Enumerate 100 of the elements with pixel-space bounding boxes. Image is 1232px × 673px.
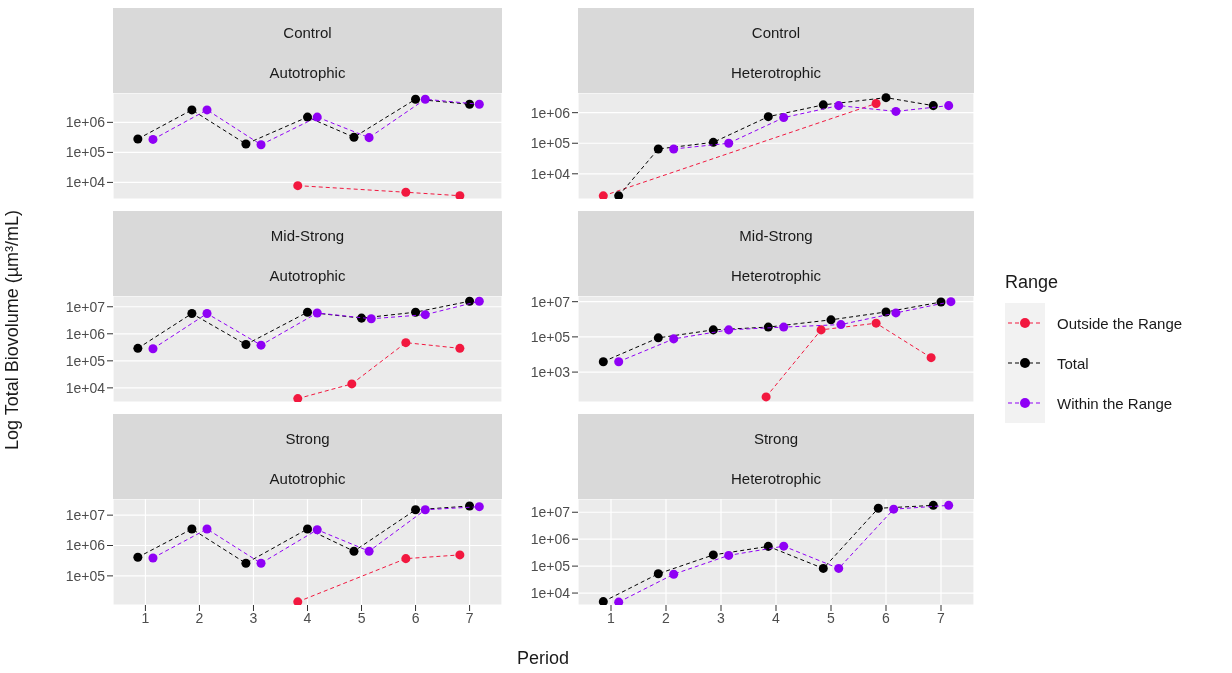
chart-subtitle: Autotrophic: [268, 470, 347, 487]
point: [302, 307, 313, 317]
point: [763, 541, 773, 551]
chart-subtitle: Heterotrophic: [729, 64, 822, 81]
point: [148, 553, 158, 563]
y-tick-label: 1e+05: [530, 558, 571, 575]
point: [455, 343, 465, 353]
y-tick-label: 1e+07: [530, 293, 571, 310]
chart-title: Strong: [752, 430, 800, 447]
point: [669, 569, 679, 579]
point: [653, 144, 663, 154]
point: [401, 554, 411, 564]
point: [669, 144, 679, 154]
point: [779, 322, 789, 332]
y-tick-label: 1e+07: [65, 298, 106, 315]
point: [818, 100, 828, 110]
y-tick-label: 1e+06: [530, 104, 571, 121]
point: [202, 309, 212, 319]
point: [293, 181, 303, 191]
point: [653, 333, 663, 343]
x-tick-label: 7: [937, 609, 946, 626]
point: [293, 597, 303, 605]
point: [256, 140, 266, 150]
point: [763, 112, 773, 122]
x-tick-label: 2: [662, 609, 671, 626]
point: [944, 500, 954, 510]
chart-title: Control: [750, 24, 802, 41]
point: [401, 338, 411, 348]
x-tick-label: 1: [607, 609, 616, 626]
point: [614, 597, 624, 605]
point: [148, 134, 158, 144]
point: [312, 525, 322, 535]
point: [598, 597, 608, 605]
y-tick-label: 1e+06: [65, 114, 106, 131]
chart-subtitle: Heterotrophic: [729, 470, 822, 487]
point: [411, 94, 421, 104]
point: [202, 524, 212, 534]
x-tick-label: 2: [195, 609, 204, 626]
point: [891, 106, 901, 116]
point: [891, 308, 901, 318]
point: [724, 325, 734, 335]
chart-subtitle: Heterotrophic: [729, 267, 822, 284]
point: [889, 504, 899, 514]
point: [834, 563, 844, 573]
x-tick-label: 5: [827, 609, 836, 626]
y-tick-label: 1e+04: [65, 174, 106, 191]
point: [133, 134, 143, 144]
chart-title: Mid-Strong: [269, 227, 346, 244]
point: [669, 334, 679, 344]
y-tick-label: 1e+04: [530, 585, 571, 602]
point: [836, 320, 846, 330]
point: [256, 558, 266, 568]
point: [364, 133, 374, 143]
point: [724, 138, 734, 148]
x-tick-label: 6: [411, 609, 420, 626]
point: [187, 309, 197, 319]
y-tick-label: 1e+07: [530, 504, 571, 521]
point: [133, 343, 143, 353]
point: [187, 105, 197, 115]
y-tick-label: 1e+03: [530, 364, 571, 381]
point: [364, 546, 374, 556]
point: [349, 546, 359, 556]
point: [302, 112, 313, 122]
point: [816, 325, 826, 335]
point: [411, 307, 421, 317]
x-axis-title: Period: [516, 648, 570, 669]
x-tick-label: 6: [882, 609, 891, 626]
point: [241, 340, 251, 350]
point: [761, 392, 771, 402]
chart-subtitle: Autotrophic: [268, 267, 347, 284]
point: [826, 315, 836, 325]
point: [944, 101, 954, 111]
point: [724, 550, 734, 560]
point: [474, 502, 484, 512]
y-tick-label: 1e+05: [65, 144, 106, 161]
point: [312, 308, 322, 318]
chart-title: Control: [282, 24, 333, 41]
point: [834, 101, 844, 111]
point: [366, 314, 376, 324]
point: [598, 357, 608, 367]
point: [614, 191, 624, 199]
y-axis-title: Log Total Biovolume (µm³/mL): [1, 209, 23, 451]
point: [420, 94, 430, 104]
y-tick-label: 1e+04: [530, 165, 571, 182]
point: [926, 353, 936, 363]
legend-label: Within the Range: [1057, 394, 1173, 412]
point: [455, 191, 465, 199]
point: [148, 344, 158, 354]
point: [873, 503, 883, 513]
x-tick-label: 1: [141, 609, 150, 626]
legend-label: Outside the Range: [1057, 314, 1183, 332]
x-tick-label: 7: [465, 609, 474, 626]
point: [474, 296, 484, 306]
y-tick-label: 1e+06: [530, 531, 571, 548]
y-tick-label: 1e+05: [65, 352, 106, 369]
point: [401, 187, 411, 197]
chart-title: Mid-Strong: [738, 227, 814, 244]
point: [598, 191, 608, 199]
legend-title: Range: [1005, 272, 1060, 293]
point: [779, 541, 789, 551]
